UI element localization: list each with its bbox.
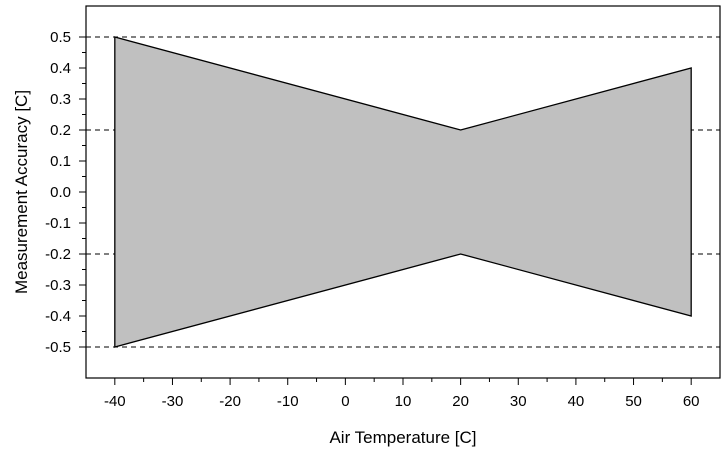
x-axis-title: Air Temperature [C] bbox=[329, 428, 476, 447]
x-tick-label: 0 bbox=[341, 393, 349, 410]
x-tick-label: -10 bbox=[277, 393, 299, 410]
y-tick-label: 0.2 bbox=[50, 122, 71, 139]
accuracy-band-area bbox=[114, 36, 692, 348]
x-axis-ticks: -40 -30 -20 -10 0 10 20 30 40 50 60 bbox=[104, 378, 700, 410]
accuracy-band bbox=[114, 36, 692, 348]
x-tick-label: -20 bbox=[219, 393, 241, 410]
x-tick-label: 40 bbox=[568, 393, 585, 410]
x-tick-label: 10 bbox=[395, 393, 412, 410]
x-tick-label: 20 bbox=[452, 393, 469, 410]
y-tick-label: -0.1 bbox=[45, 215, 71, 232]
y-tick-label: -0.2 bbox=[45, 246, 71, 263]
x-tick-label: 50 bbox=[625, 393, 642, 410]
y-tick-label: -0.5 bbox=[45, 339, 71, 356]
y-tick-label: 0.1 bbox=[50, 153, 71, 170]
y-tick-label: -0.3 bbox=[45, 277, 71, 294]
y-tick-label: -0.4 bbox=[45, 308, 71, 325]
y-tick-label: 0.4 bbox=[50, 60, 71, 77]
x-tick-label: 60 bbox=[683, 393, 700, 410]
y-axis-title: Measurement Accuracy [C] bbox=[12, 90, 31, 294]
x-tick-label: 30 bbox=[510, 393, 527, 410]
y-tick-label: 0.0 bbox=[50, 184, 71, 201]
x-tick-label: -30 bbox=[162, 393, 184, 410]
y-axis-ticks: 0.5 0.4 0.3 0.2 0.1 0.0 -0.1 -0.2 -0.3 -0.4 -0.5 bbox=[45, 29, 86, 356]
x-tick-label: -40 bbox=[104, 393, 126, 410]
y-tick-label: 0.3 bbox=[50, 91, 71, 108]
y-tick-label: 0.5 bbox=[50, 29, 71, 46]
